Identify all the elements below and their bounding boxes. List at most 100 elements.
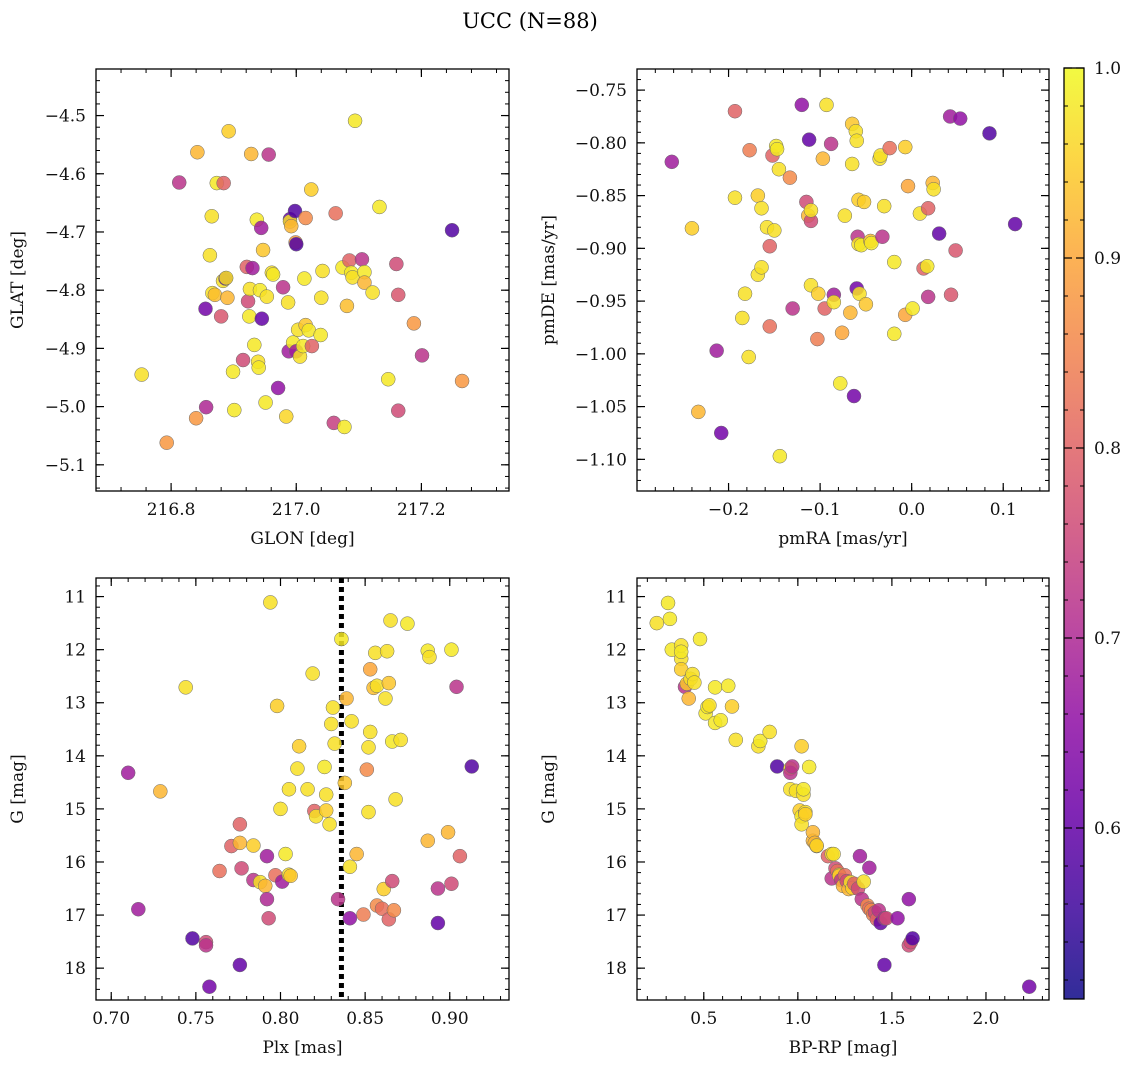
data-point: [919, 259, 935, 274]
data-point: [254, 311, 270, 326]
x-tick-label: 0.90: [431, 1009, 469, 1029]
x-axis-label: BP-RP [mag]: [789, 1038, 898, 1058]
data-point: [315, 263, 330, 279]
data-point: [240, 293, 256, 309]
y-tick-label: 12: [64, 641, 86, 661]
y-tick-label: 15: [64, 800, 86, 820]
data-point: [856, 874, 871, 889]
data-point: [875, 229, 890, 244]
data-point: [232, 835, 248, 851]
data-point: [318, 787, 334, 802]
data-point: [280, 295, 296, 310]
data-point: [823, 136, 839, 152]
data-point: [681, 691, 696, 706]
data-point: [339, 691, 354, 706]
data-point: [762, 319, 778, 334]
axes-frame: [95, 68, 510, 492]
y-tick-label: −0.95: [575, 292, 627, 312]
data-point: [735, 310, 750, 326]
y-axis-label: G [mag]: [8, 754, 28, 823]
y-tick-label: −5.0: [45, 398, 86, 418]
colorbar-gradient: [1064, 68, 1084, 999]
data-point: [234, 861, 249, 876]
y-tick-label: −4.9: [45, 339, 86, 359]
data-point: [253, 220, 269, 236]
y-tick-label: −4.6: [45, 165, 86, 185]
x-tick-label: 0.1: [990, 500, 1017, 520]
data-point: [342, 253, 357, 268]
data-point: [452, 848, 468, 864]
data-point: [430, 881, 446, 896]
data-point: [826, 846, 841, 862]
x-axis-label: pmRA [mas/yr]: [778, 529, 907, 549]
data-point: [887, 254, 902, 270]
data-point: [905, 301, 920, 316]
y-axis-label: pmDE [mas/yr]: [539, 215, 559, 345]
data-point: [846, 388, 862, 404]
data-point: [737, 286, 753, 301]
y-tick-label: 15: [605, 800, 627, 820]
y-tick-label: 18: [605, 959, 627, 979]
data-point: [235, 352, 251, 368]
data-point: [1007, 216, 1023, 232]
x-tick-label: 2.0: [972, 1009, 999, 1029]
data-point: [803, 203, 819, 218]
data-point: [304, 182, 319, 197]
data-point: [406, 316, 422, 331]
colorbar-frame: [1063, 67, 1085, 1000]
data-point: [772, 448, 788, 464]
y-tick-label: −4.7: [45, 223, 86, 243]
data-point: [255, 242, 271, 258]
y-tick-label: 13: [64, 694, 86, 714]
data-point: [767, 223, 782, 238]
data-point: [948, 243, 963, 258]
x-tick-label: 217.0: [272, 500, 321, 520]
data-point: [649, 615, 665, 631]
data-point: [281, 782, 297, 797]
data-point: [300, 782, 315, 797]
data-point: [713, 425, 729, 441]
data-point: [819, 97, 834, 113]
data-point: [771, 161, 787, 177]
data-point: [354, 252, 370, 267]
data-point: [422, 649, 437, 665]
data-point: [232, 957, 248, 973]
data-point: [754, 201, 769, 216]
y-tick-label: 14: [605, 747, 627, 767]
data-point: [318, 803, 334, 818]
data-point: [389, 256, 404, 272]
data-point: [198, 301, 213, 317]
data-point: [801, 132, 817, 147]
data-point: [273, 801, 288, 817]
data-point: [691, 404, 706, 420]
data-point: [754, 260, 769, 275]
data-point: [259, 289, 275, 304]
data-point: [288, 236, 304, 252]
data-point: [337, 775, 353, 791]
data-point: [724, 699, 740, 714]
data-point: [317, 759, 332, 775]
data-point: [344, 714, 359, 729]
data-point: [378, 691, 393, 706]
data-point: [261, 147, 276, 162]
x-tick-label: 0.5: [690, 1009, 717, 1029]
figure-title: UCC (N=88): [462, 9, 598, 33]
data-point: [798, 806, 813, 822]
data-point: [784, 759, 800, 774]
data-point: [324, 716, 339, 732]
data-point: [337, 419, 352, 435]
colorbar-tick-label: 1.0: [1094, 59, 1121, 79]
data-point: [926, 182, 941, 197]
data-point: [862, 860, 877, 876]
data-point: [852, 848, 868, 864]
data-point: [259, 848, 275, 864]
y-axis-label: G [mag]: [539, 754, 559, 823]
data-point: [304, 338, 320, 354]
data-point: [380, 371, 396, 387]
data-point: [202, 248, 218, 263]
data-point: [833, 376, 848, 391]
data-point: [207, 287, 223, 303]
data-point: [258, 395, 273, 410]
y-tick-label: 11: [605, 588, 627, 608]
data-point: [400, 616, 415, 631]
